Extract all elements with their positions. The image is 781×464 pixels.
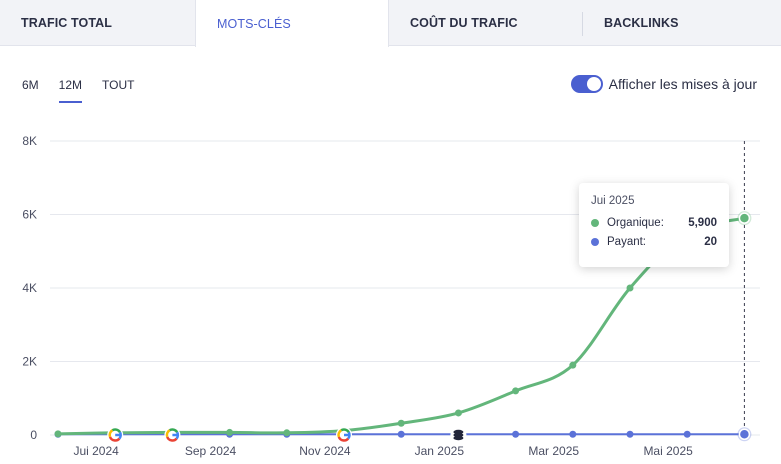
updates-toggle[interactable]: [570, 75, 603, 93]
tab-label: BACKLINKS: [604, 16, 679, 30]
organic-data-point: [454, 409, 462, 417]
tab-mots-cles[interactable]: MOTS-CLÉS: [195, 0, 389, 47]
google-update-icon[interactable]: [164, 427, 181, 443]
tab-label: COÛT DU TRAFIC: [410, 16, 518, 30]
tab-trafic-total[interactable]: TRAFIC TOTAL: [0, 0, 195, 46]
tooltip-row-paid: Payant: 20: [591, 236, 717, 248]
organic-data-point: [226, 428, 234, 436]
tooltip-series-value: 20: [704, 236, 717, 248]
range-all[interactable]: TOUT: [102, 78, 135, 92]
tab-bar: TRAFIC TOTAL MOTS-CLÉS COÛT DU TRAFIC BA…: [0, 0, 781, 47]
tab-label: TRAFIC TOTAL: [21, 16, 113, 30]
organic-data-point: [54, 430, 62, 438]
paid-data-point: [512, 430, 520, 438]
x-tick-label: Sep 2024: [185, 444, 237, 458]
x-tick-label: Jan 2025: [415, 444, 465, 458]
x-tick-label: Jui 2024: [73, 444, 119, 458]
tooltip-series-name: Organique:: [607, 217, 664, 229]
organic-data-point: [397, 419, 405, 427]
organic-data-point: [512, 387, 520, 395]
tooltip-title: Jui 2025: [591, 195, 635, 207]
organic-data-point: [283, 429, 291, 437]
y-tick-label: 4K: [22, 281, 37, 295]
organic-data-point: [738, 212, 751, 224]
tooltip-series-name: Payant:: [607, 236, 646, 248]
google-update-icon[interactable]: [336, 427, 352, 443]
toggle-knob: [586, 77, 601, 91]
paid-data-point: [683, 430, 691, 438]
paid-data-point: [569, 430, 577, 438]
tooltip-row-organic: Organique: 5,900: [591, 217, 717, 229]
paid-data-point: [626, 430, 634, 438]
range-selector: 6M 12M TOUT: [22, 78, 154, 103]
x-tick-label: Mar 2025: [528, 444, 579, 458]
organic-data-point: [626, 284, 634, 292]
updates-toggle-group: Afficher les mises à jour: [570, 75, 757, 93]
organic-data-point: [569, 361, 577, 369]
paid-legend-dot: [591, 238, 599, 246]
tab-cout-du-trafic[interactable]: COÛT DU TRAFIC: [389, 0, 583, 46]
tooltip-series-value: 5,900: [688, 217, 717, 229]
y-tick-label: 8K: [22, 134, 37, 148]
range-12m[interactable]: 12M: [58, 78, 83, 103]
tab-divider: [582, 12, 583, 36]
tab-backlinks[interactable]: BACKLINKS: [583, 0, 781, 46]
x-tick-label: Nov 2024: [299, 444, 351, 458]
paid-data-point: [397, 430, 405, 438]
database-update-icon[interactable]: [450, 427, 467, 443]
x-tick-label: Mai 2025: [643, 444, 693, 458]
range-6m[interactable]: 6M: [22, 78, 39, 92]
paid-data-point: [738, 428, 751, 441]
y-tick-label: 2K: [22, 355, 37, 369]
y-tick-label: 6K: [22, 208, 37, 222]
chart-tooltip: Jui 2025 Organique: 5,900 Payant: 20: [579, 183, 729, 267]
tab-label: MOTS-CLÉS: [217, 16, 291, 31]
updates-toggle-label: Afficher les mises à jour: [608, 76, 757, 92]
organic-legend-dot: [591, 219, 599, 227]
y-tick-label: 0: [30, 428, 37, 442]
google-update-icon[interactable]: [107, 427, 124, 443]
